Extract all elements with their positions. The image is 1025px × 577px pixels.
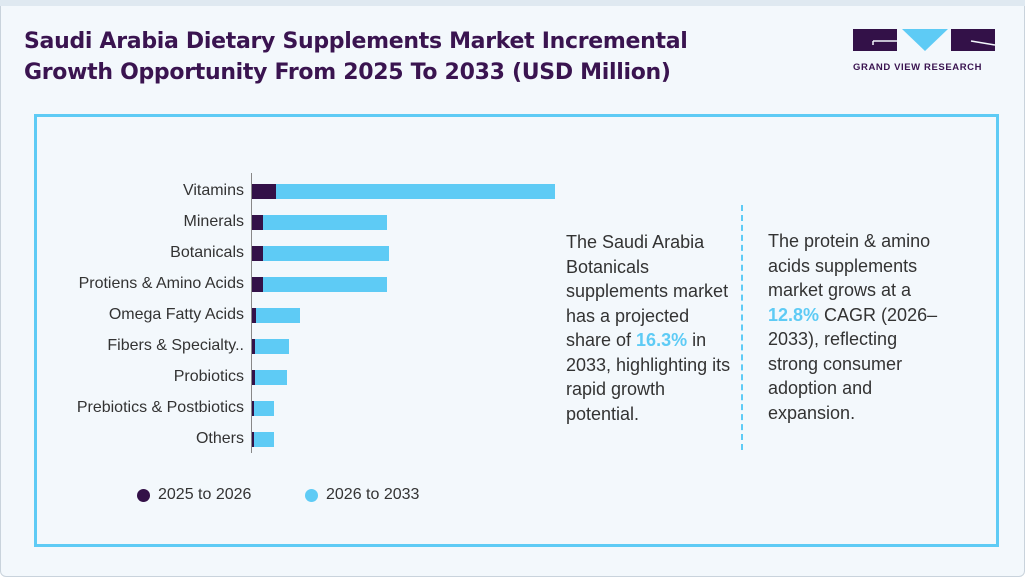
category-axis <box>251 173 252 453</box>
legend-label: 2025 to 2026 <box>158 486 252 503</box>
chart-title: Saudi Arabia Dietary Supplements Market … <box>24 26 688 88</box>
category-label: Botanicals <box>170 244 244 261</box>
bar-2025-2026 <box>252 277 263 292</box>
top-bar <box>0 0 1025 6</box>
bar-2026-2033 <box>256 308 300 323</box>
legend-item-2026-2033: 2026 to 2033 <box>305 486 419 504</box>
grand-view-research-logo: GRAND VIEW RESEARCH <box>853 29 996 73</box>
category-label: Omega Fatty Acids <box>108 306 244 323</box>
note-text: in 2033, highlighting its rapid growth p… <box>566 330 731 424</box>
legend-label: 2026 to 2033 <box>326 486 420 503</box>
category-label: Vitamins <box>182 182 244 199</box>
bar-2026-2033 <box>254 432 274 447</box>
protein-note: The protein & amino acids supplements ma… <box>768 229 948 425</box>
share-highlight: 16.3% <box>636 330 688 350</box>
bar-2025-2026 <box>252 370 255 385</box>
note-text: CAGR (2026–2033), reflecting strong cons… <box>768 304 938 423</box>
title-line-2: Growth Opportunity From 2025 To 2033 (US… <box>24 60 671 85</box>
bar-2025-2026 <box>252 246 263 261</box>
bar-2025-2026 <box>252 184 276 199</box>
note-text: The protein & amino acids supplements ma… <box>768 231 931 300</box>
category-label: Prebiotics & Postbiotics <box>76 399 244 416</box>
bar-2026-2033 <box>255 370 287 385</box>
bar-2025-2026 <box>252 308 256 323</box>
legend-swatch <box>137 488 150 502</box>
bar-2025-2026 <box>252 339 255 354</box>
bar-2026-2033 <box>254 401 274 416</box>
legend-item-2025-2026: 2025 to 2026 <box>137 486 251 504</box>
bar-2025-2026 <box>252 432 254 447</box>
chart-panel <box>34 114 999 547</box>
logo-text: GRAND VIEW RESEARCH <box>853 62 983 73</box>
title-line-1: Saudi Arabia Dietary Supplements Market … <box>24 29 688 54</box>
category-label: Protiens & Amino Acids <box>78 275 244 292</box>
bar-2026-2033 <box>276 184 555 199</box>
bar-2026-2033 <box>263 215 387 230</box>
bar-2025-2026 <box>252 215 263 230</box>
bar-2025-2026 <box>252 401 254 416</box>
bar-2026-2033 <box>255 339 289 354</box>
cagr-highlight: 12.8% <box>768 304 820 325</box>
category-label: Probiotics <box>173 368 244 385</box>
note-text: The Saudi Arabia Botanicals supplements … <box>566 232 729 350</box>
category-label: Others <box>195 430 244 447</box>
gvr-logo-icon <box>853 29 996 51</box>
category-label: Fibers & Specialty.. <box>107 337 244 354</box>
category-label: Minerals <box>183 213 244 230</box>
botanicals-note: The Saudi Arabia Botanicals supplements … <box>566 230 736 426</box>
bar-2026-2033 <box>263 277 387 292</box>
legend-swatch <box>305 488 318 502</box>
bar-2026-2033 <box>263 246 389 261</box>
divider <box>741 205 743 450</box>
